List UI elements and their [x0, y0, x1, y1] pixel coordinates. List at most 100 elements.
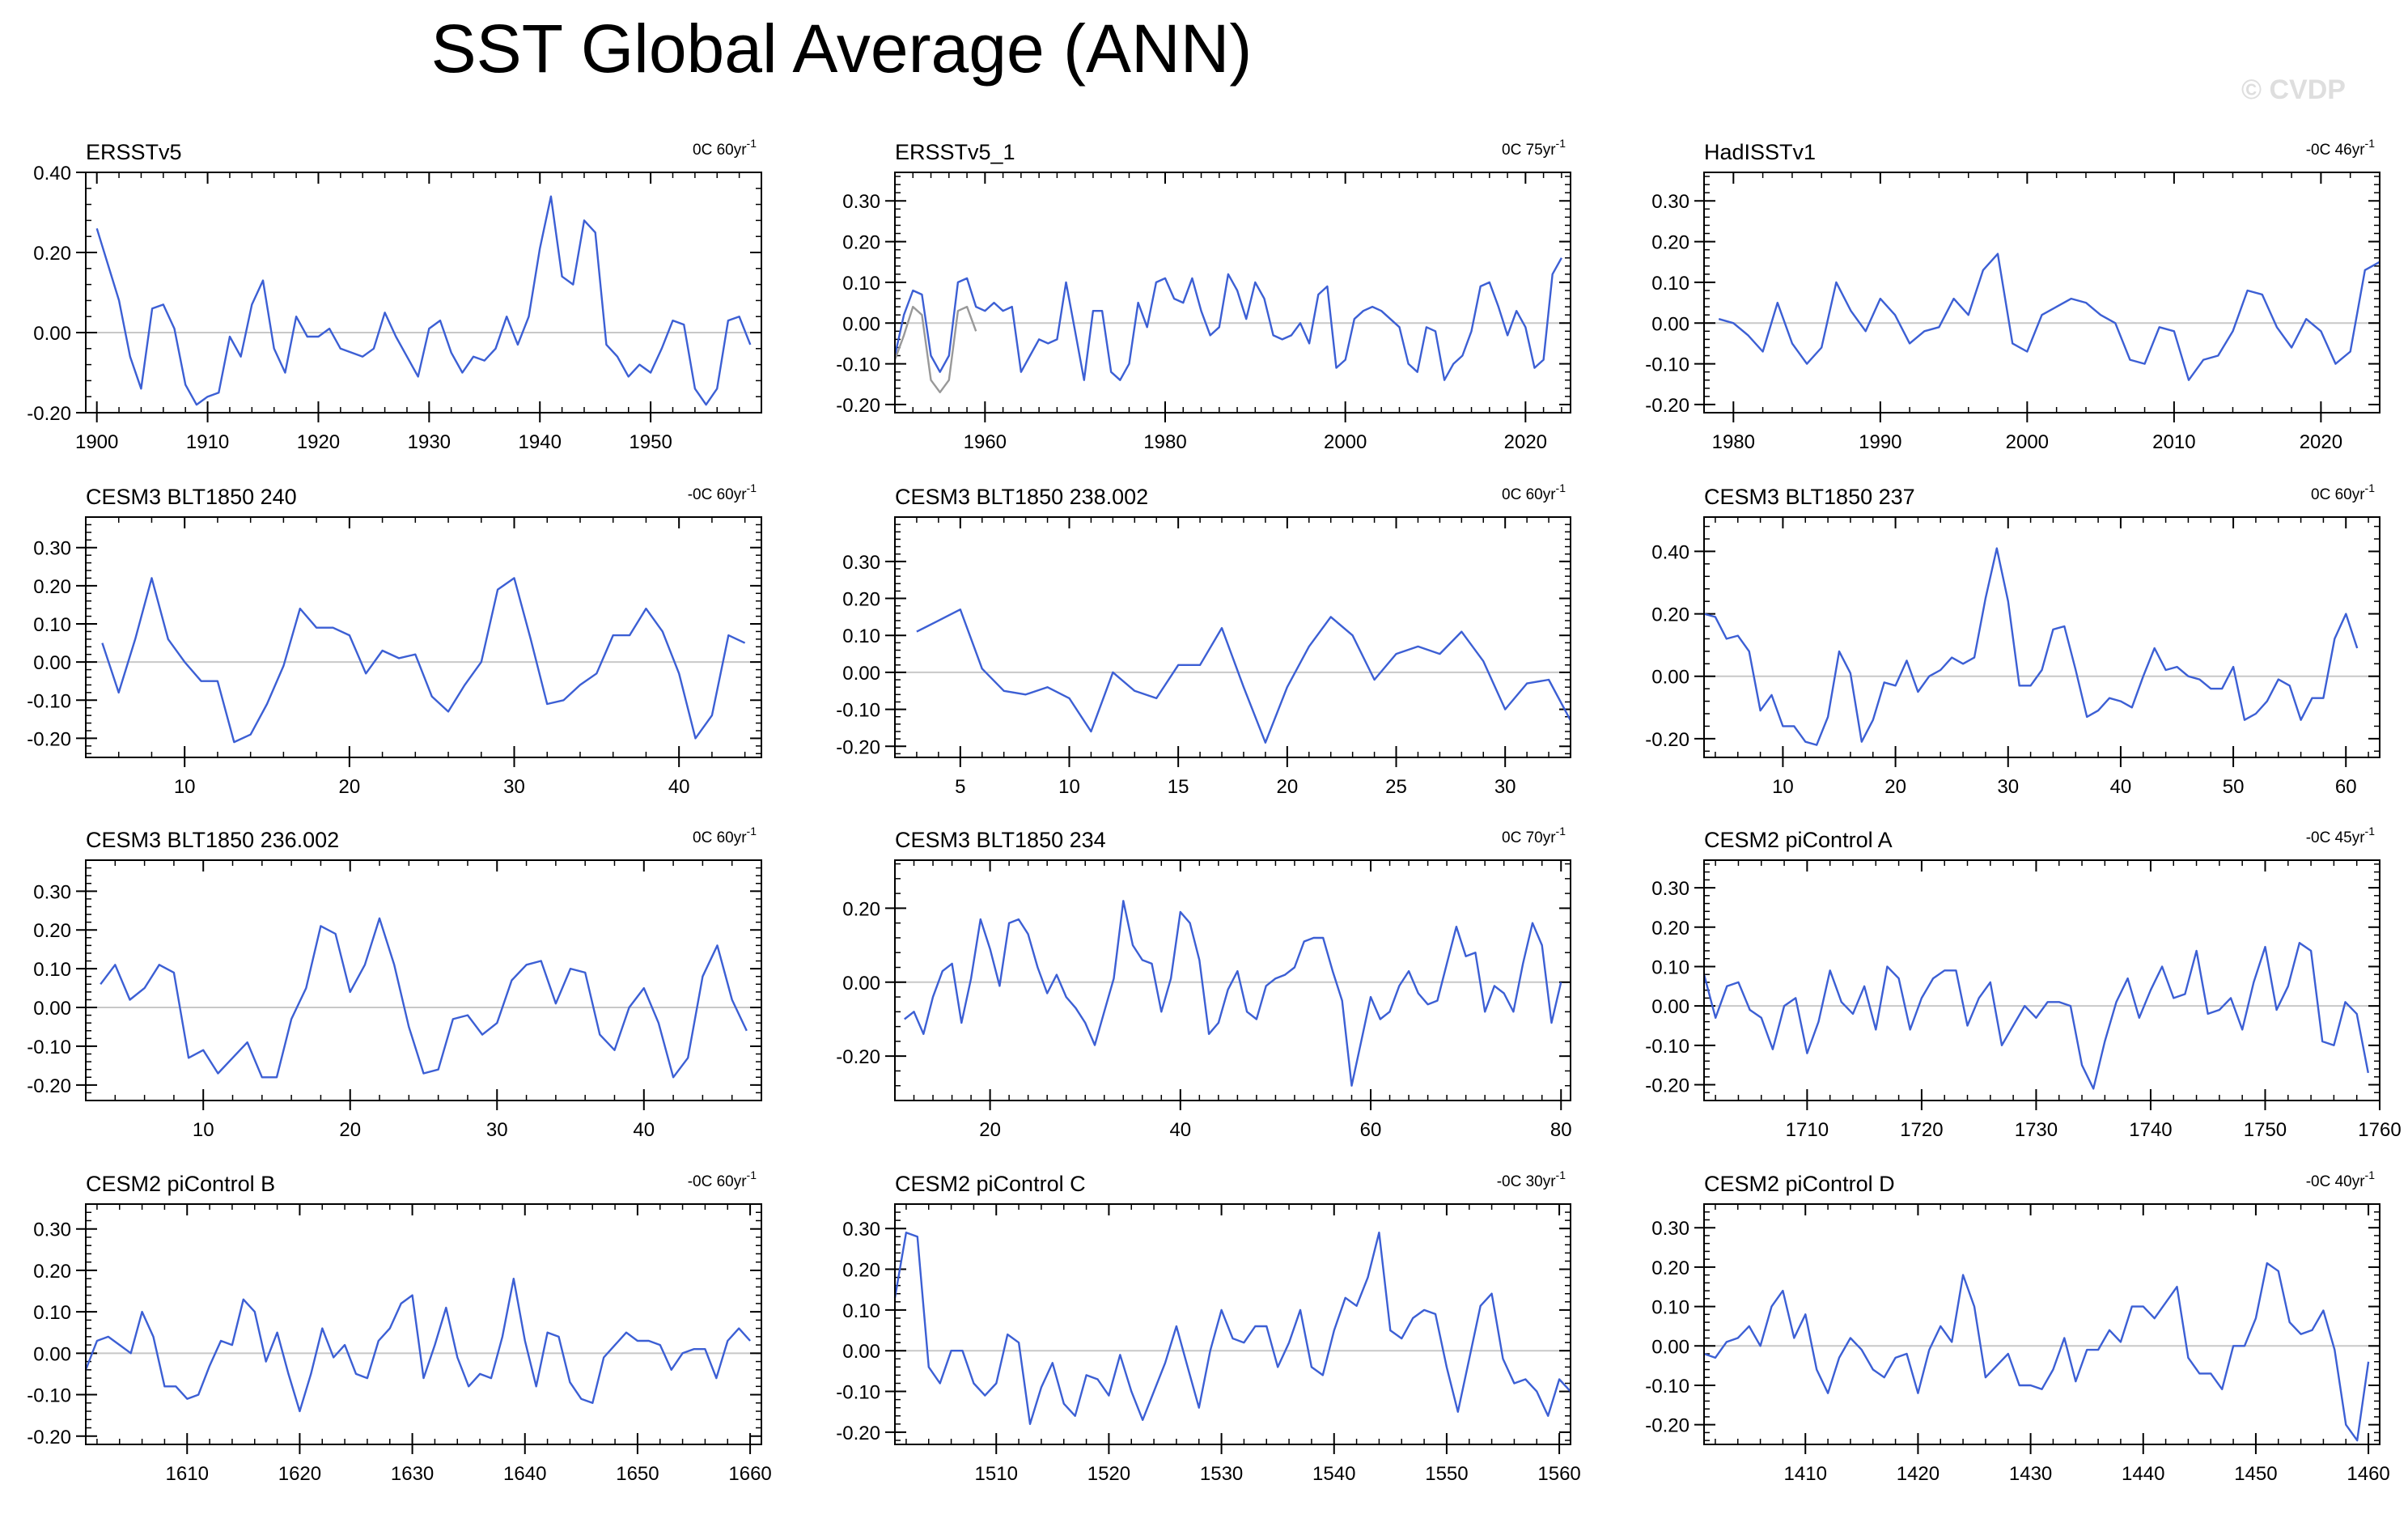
- y-tick-label: 0.30: [1651, 191, 1689, 213]
- y-tick-label: -0.10: [27, 1037, 71, 1058]
- series-line: [101, 577, 746, 744]
- y-tick-label: -0.10: [27, 1385, 71, 1407]
- chart-panel-8: -0.20 0.00 0.20 20 40 60 80 CESM3 BLT1850 234 0C…: [836, 825, 1571, 1141]
- x-tick-label: 10: [1772, 776, 1794, 798]
- series-line: [1703, 1262, 2370, 1442]
- y-tick-label: 0.30: [842, 1219, 880, 1240]
- x-tick-label: 50: [2223, 776, 2245, 798]
- x-tick-label: 1610: [166, 1463, 209, 1485]
- y-tick-label: 0.20: [842, 232, 880, 254]
- y-tick-label: -0.10: [1645, 1036, 1689, 1058]
- x-tick-label: 30: [503, 776, 525, 798]
- cvdp-watermark: © CVDP: [2241, 74, 2346, 105]
- x-tick-label: 1440: [2122, 1463, 2164, 1485]
- y-tick-label: 0.30: [842, 191, 880, 213]
- x-tick-label: 1630: [391, 1463, 434, 1485]
- y-tick-label: 0.30: [1651, 878, 1689, 900]
- series-line: [916, 609, 1572, 744]
- plot-frame: [894, 172, 1571, 413]
- y-tick-label: 0.10: [1651, 273, 1689, 295]
- x-tick-label: 1660: [728, 1463, 771, 1485]
- y-tick-label: 0.10: [842, 1300, 880, 1322]
- x-tick-label: 40: [633, 1119, 655, 1141]
- x-tick-label: 1990: [1859, 431, 1901, 453]
- panel-title: ERSSTv5_1: [895, 140, 1015, 164]
- x-tick-label: 30: [1997, 776, 2019, 798]
- panel-title: CESM2 piControl C: [895, 1172, 1086, 1196]
- series-line: [1718, 252, 2380, 381]
- y-tick-label: 0.20: [1651, 604, 1689, 626]
- y-tick-label: 0.00: [842, 663, 880, 685]
- y-tick-label: -0.10: [836, 1382, 880, 1404]
- y-tick-label: 0.30: [33, 538, 71, 560]
- x-tick-label: 1430: [2009, 1463, 2052, 1485]
- x-tick-label: 1450: [2234, 1463, 2277, 1485]
- x-tick-label: 1980: [1143, 431, 1186, 453]
- chart-panel-4: -0.20 -0.10 0.00 0.10 0.20 0.30 10 20 30 40 CESM3 …: [27, 481, 762, 798]
- x-tick-label: 40: [1169, 1119, 1191, 1141]
- x-tick-label: 30: [1494, 776, 1516, 798]
- y-tick-label: 0.00: [33, 323, 71, 345]
- x-tick-label: 1640: [503, 1463, 546, 1485]
- plot-frame: [1703, 516, 2380, 758]
- x-tick-label: 1980: [1712, 431, 1755, 453]
- plot-frame: [85, 516, 762, 758]
- y-tick-label: -0.20: [836, 1423, 880, 1444]
- panel-title: CESM3 BLT1850 240: [86, 485, 297, 509]
- x-tick-label: 40: [668, 776, 690, 798]
- x-tick-label: 25: [1385, 776, 1407, 798]
- y-tick-label: -0.20: [27, 728, 71, 750]
- series-line: [84, 1277, 751, 1413]
- x-tick-label: 2020: [1504, 431, 1547, 453]
- y-tick-label: 0.00: [1651, 996, 1689, 1018]
- y-tick-label: 0.30: [33, 1219, 71, 1241]
- y-tick-label: 0.20: [33, 243, 71, 265]
- y-tick-label: 0.00: [842, 1341, 880, 1363]
- panel-title: ERSSTv5: [86, 140, 182, 164]
- x-tick-label: 1900: [75, 431, 118, 453]
- y-tick-label: -0.20: [1645, 395, 1689, 417]
- y-tick-label: -0.20: [27, 1427, 71, 1448]
- trend-label: -0C 60yr-1: [688, 1168, 757, 1190]
- trend-label: -0C 40yr-1: [2306, 1168, 2376, 1190]
- y-tick-label: 0.00: [1651, 1336, 1689, 1358]
- plot-frame: [894, 516, 1571, 758]
- secondary-series-line: [893, 305, 977, 393]
- page-title: SST Global Average (ANN): [430, 11, 1253, 87]
- x-tick-label: 1560: [1537, 1463, 1580, 1485]
- chart-panel-6: -0.20 0.00 0.20 0.40 10 20 30 40 50 60 CESM3 BLT18…: [1645, 481, 2380, 798]
- trend-label: -0C 30yr-1: [1497, 1168, 1566, 1190]
- chart-panel-7: -0.20 -0.10 0.00 0.10 0.20 0.30 10 20 30 40 CESM3 …: [27, 825, 762, 1141]
- chart-panel-11: -0.20 -0.10 0.00 0.10 0.20 0.30 1510 1520 1530 15…: [836, 1168, 1580, 1485]
- y-tick-label: 0.40: [33, 163, 71, 184]
- trend-label: 0C 60yr-1: [2311, 481, 2375, 503]
- x-tick-label: 1520: [1087, 1463, 1130, 1485]
- x-tick-label: 20: [339, 1119, 361, 1141]
- y-tick-label: 0.00: [842, 973, 880, 994]
- trend-label: -0C 45yr-1: [2306, 825, 2376, 846]
- y-tick-label: 0.30: [1651, 1218, 1689, 1240]
- y-tick-label: -0.10: [1645, 1376, 1689, 1397]
- x-tick-label: 15: [1168, 776, 1189, 798]
- x-tick-label: 1950: [629, 431, 672, 453]
- y-tick-label: 0.10: [842, 626, 880, 647]
- trend-label: -0C 46yr-1: [2306, 137, 2376, 159]
- series-line: [893, 1231, 1571, 1426]
- x-tick-label: 60: [2335, 776, 2357, 798]
- x-tick-label: 2010: [2152, 431, 2195, 453]
- trend-label: 0C 75yr-1: [1502, 137, 1566, 159]
- y-tick-label: 0.00: [33, 1343, 71, 1365]
- series-line: [893, 257, 1562, 381]
- y-tick-label: -0.20: [1645, 1075, 1689, 1097]
- y-tick-label: 0.00: [33, 652, 71, 674]
- x-tick-label: 20: [979, 1119, 1001, 1141]
- y-tick-label: 0.20: [33, 576, 71, 598]
- y-tick-label: 0.20: [1651, 1257, 1689, 1279]
- y-tick-label: 0.00: [33, 998, 71, 1020]
- x-tick-label: 30: [486, 1119, 508, 1141]
- y-tick-label: 0.10: [1651, 1297, 1689, 1319]
- y-tick-label: 0.10: [33, 959, 71, 981]
- y-tick-label: -0.10: [836, 700, 880, 722]
- y-tick-label: -0.20: [836, 1046, 880, 1068]
- y-tick-label: 0.20: [842, 589, 880, 611]
